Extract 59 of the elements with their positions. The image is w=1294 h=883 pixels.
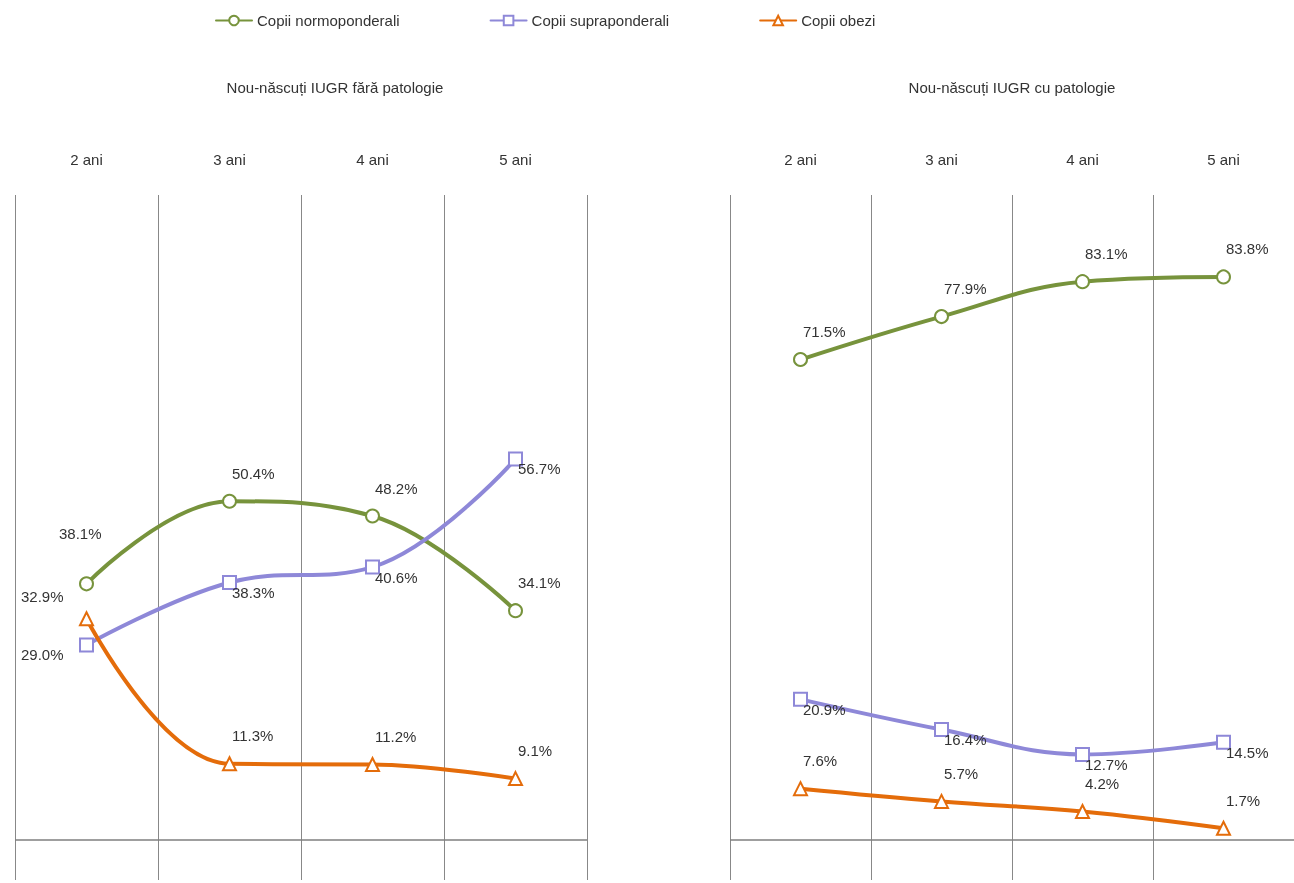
point — [79, 611, 94, 627]
data-label: 40.6% — [375, 568, 418, 586]
data-label: 14.5% — [1226, 743, 1269, 761]
x-tick-label: 4 ani — [356, 151, 389, 168]
point — [1216, 820, 1231, 836]
point — [934, 793, 949, 809]
legend-label: Copii normoponderali — [257, 12, 400, 29]
chart-title: Nou-născuți IUGR fără patologie — [226, 79, 444, 96]
point — [222, 575, 237, 590]
point — [1216, 734, 1231, 750]
data-label: 11.2% — [375, 727, 417, 745]
legend-label: Copii obezi — [801, 12, 876, 29]
data-label: 34.1% — [518, 574, 561, 592]
point — [1075, 804, 1090, 819]
data-label: 38.3% — [232, 584, 275, 601]
data-label: 7.6% — [803, 752, 838, 770]
point — [793, 691, 808, 707]
point — [508, 771, 523, 787]
x-tick-label: 5 ani — [499, 151, 532, 168]
data-label: 5.7% — [944, 764, 979, 782]
point — [793, 352, 808, 368]
x-tick-label: 3 ani — [213, 151, 246, 168]
x-tick-label: 2 ani — [784, 151, 817, 168]
point — [1216, 269, 1231, 285]
data-label: 56.7% — [518, 460, 561, 478]
data-label: 83.8% — [1226, 240, 1269, 258]
point — [508, 603, 523, 619]
data-label: 11.3% — [232, 727, 274, 745]
data-label: 83.1% — [1085, 245, 1128, 263]
data-label: 9.1% — [518, 742, 553, 760]
data-label: 12.7% — [1085, 755, 1128, 773]
x-tick-label: 2 ani — [70, 151, 103, 168]
point — [365, 756, 380, 772]
point — [1075, 746, 1090, 762]
data-label: 50.4% — [232, 464, 275, 482]
data-label: 77.9% — [944, 280, 987, 298]
data-label: 48.2% — [375, 479, 418, 497]
data-label: 20.9% — [803, 700, 846, 718]
point — [222, 756, 237, 772]
x-tick-label: 3 ani — [925, 151, 958, 168]
legend-label: Copii supraponderali — [531, 12, 670, 29]
data-label: 29.0% — [21, 646, 64, 664]
data-label: 32.9% — [21, 588, 64, 606]
data-label: 16.4% — [944, 731, 987, 749]
point — [79, 576, 94, 592]
point — [79, 637, 94, 653]
data-label: 38.1% — [59, 525, 102, 543]
data-label: 4.2% — [1085, 775, 1120, 792]
point — [934, 309, 949, 325]
point — [793, 781, 808, 797]
data-label: 1.7% — [1226, 791, 1261, 809]
point — [1075, 274, 1090, 290]
x-tick-label: 4 ani — [1066, 151, 1099, 168]
point — [365, 559, 380, 575]
point — [222, 493, 237, 509]
chart-title: Nou-născuți IUGR cu patologie — [908, 79, 1116, 96]
x-tick-label: 5 ani — [1207, 151, 1240, 168]
point — [365, 508, 380, 524]
data-label: 71.5% — [803, 323, 846, 341]
